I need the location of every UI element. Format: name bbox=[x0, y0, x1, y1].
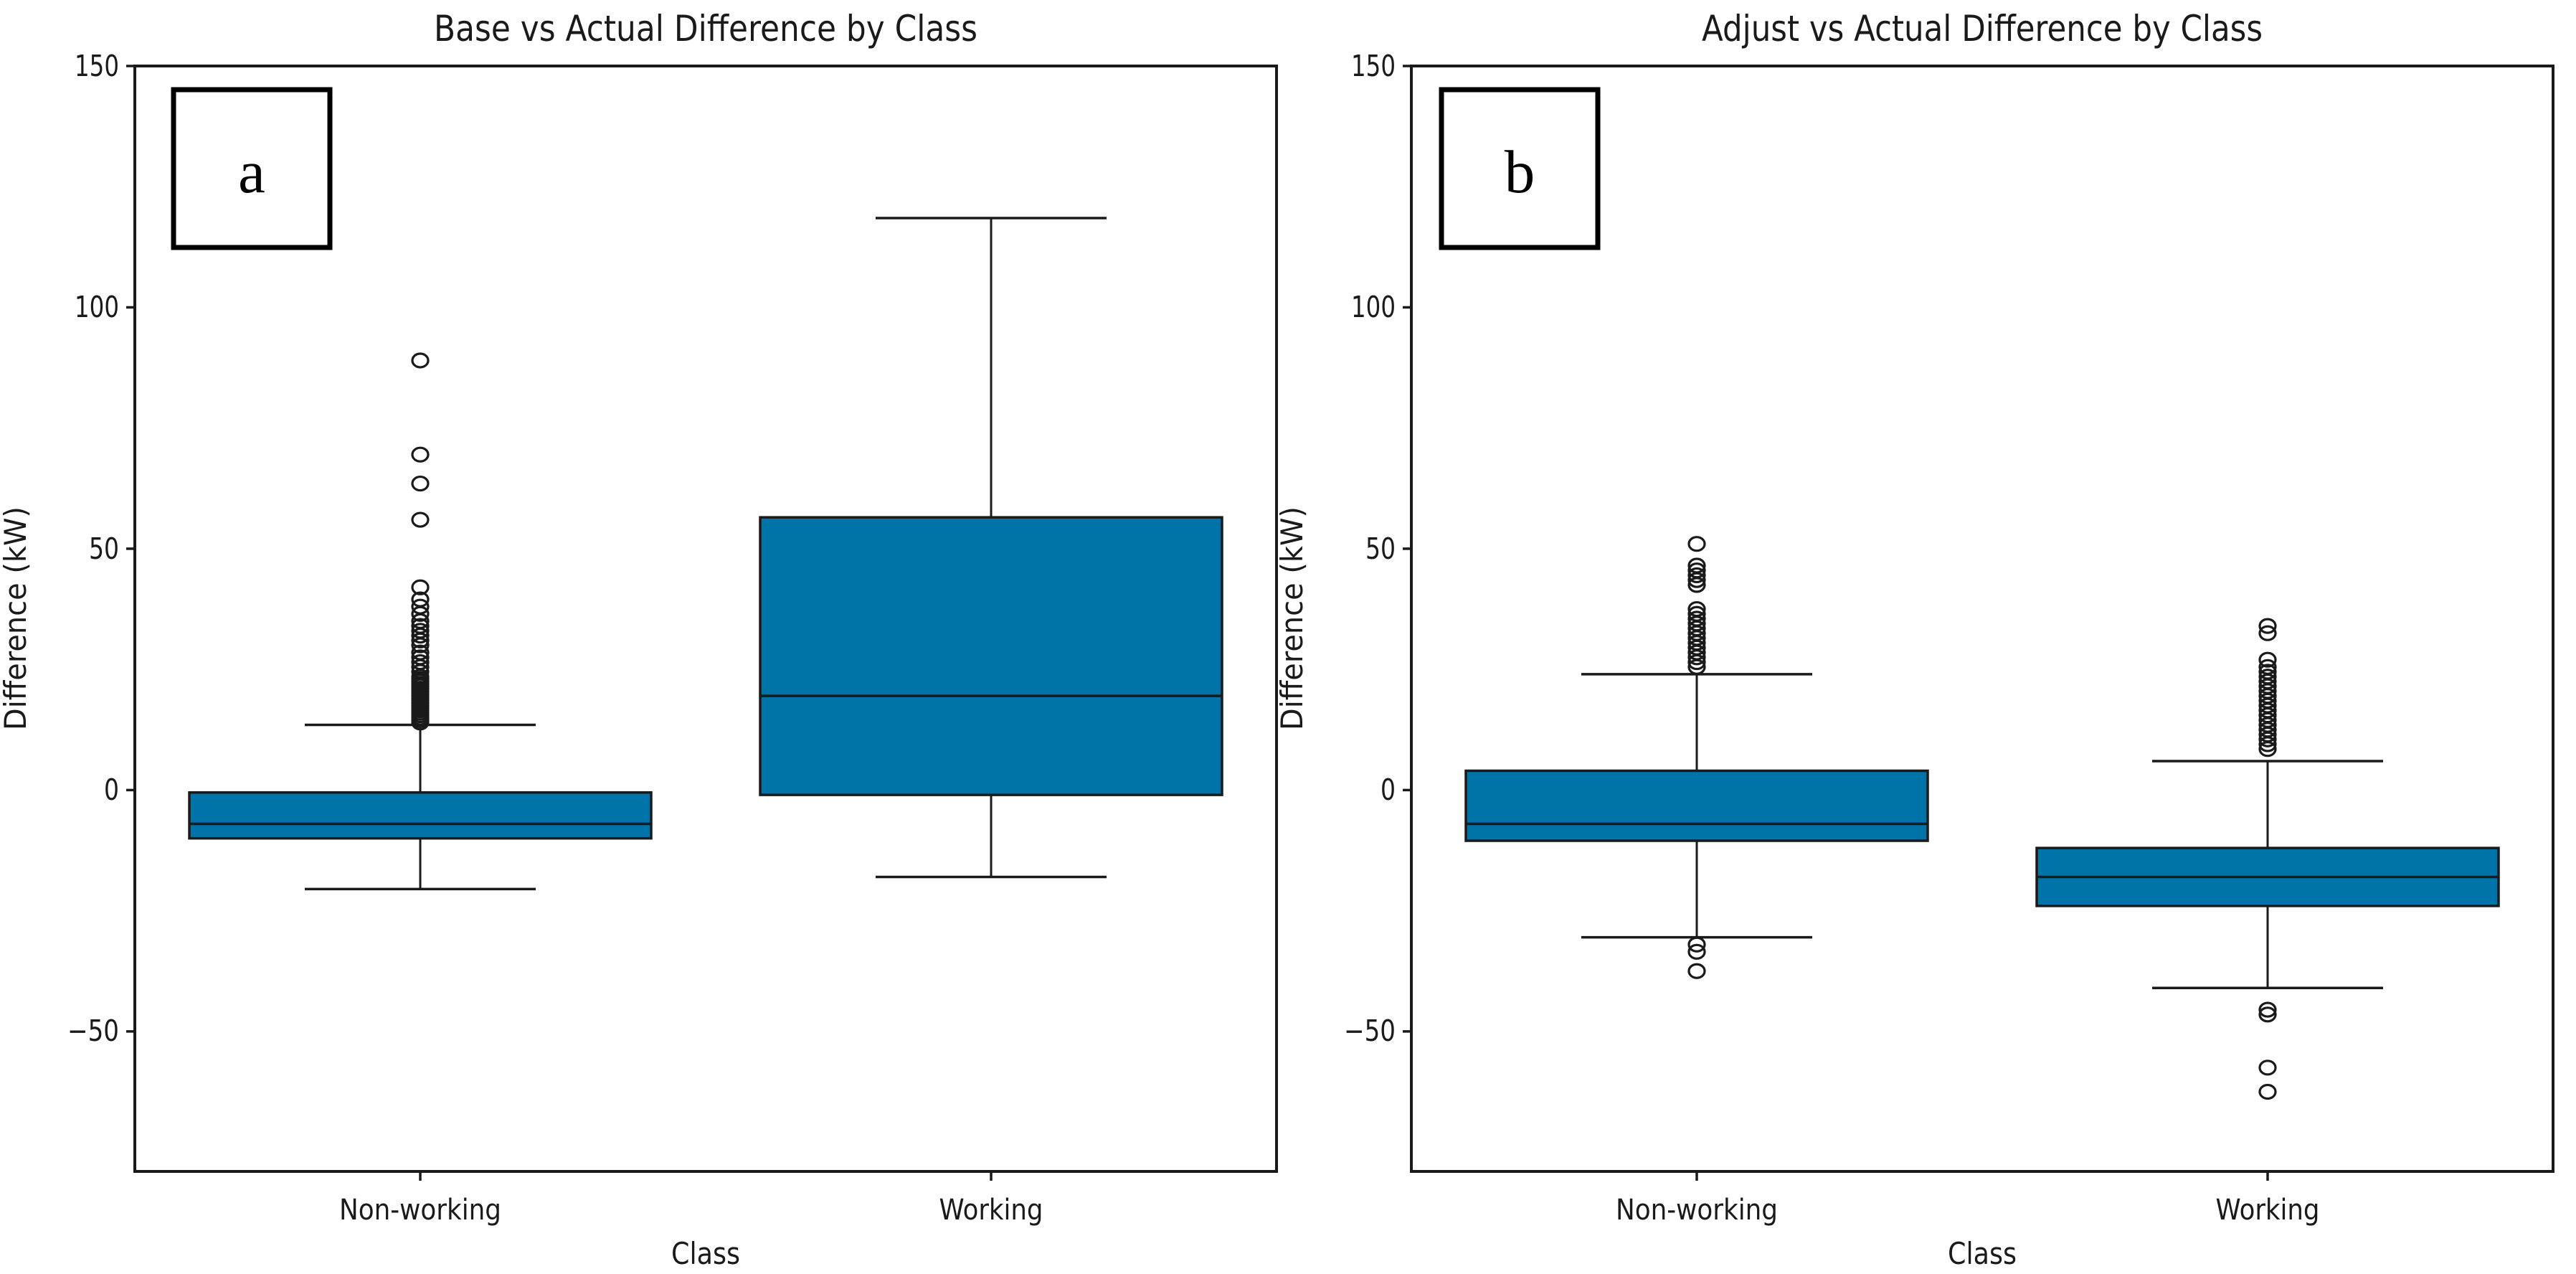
outlier-point bbox=[411, 627, 430, 644]
y-axis-label: Difference (kW) bbox=[0, 506, 33, 730]
box-group bbox=[1464, 536, 2500, 1100]
y-tick-label: 50 bbox=[89, 532, 119, 566]
outlier-point bbox=[1687, 653, 1706, 671]
chart-adjust-vs-actual: Adjust vs Actual Difference by Class Dif… bbox=[1274, 8, 2554, 1271]
plot-area-border bbox=[1410, 65, 2554, 1173]
panel-label: a bbox=[238, 138, 265, 206]
outlier-point bbox=[2258, 651, 2277, 668]
y-tick-label: −50 bbox=[1344, 1014, 1396, 1048]
outlier-point bbox=[411, 475, 430, 492]
iqr-box bbox=[188, 791, 653, 840]
panel-label-box bbox=[1439, 87, 1601, 250]
x-tick-marks bbox=[1695, 1171, 2269, 1181]
outlier-point bbox=[2258, 1083, 2277, 1100]
iqr-box bbox=[1464, 769, 1929, 842]
outlier-point bbox=[411, 637, 430, 653]
y-tick-label: −50 bbox=[67, 1014, 119, 1048]
outlier-point bbox=[411, 446, 430, 463]
y-tick-marks bbox=[126, 65, 135, 1033]
x-category-label: Non-working bbox=[1616, 1194, 1778, 1227]
outlier-point bbox=[1687, 659, 1706, 675]
x-category-label: Working bbox=[2216, 1194, 2320, 1227]
y-tick-label: 150 bbox=[75, 49, 119, 83]
outlier-point bbox=[1687, 943, 1706, 960]
outlier-point bbox=[411, 605, 430, 622]
outlier-point bbox=[2258, 618, 2277, 634]
iqr-box bbox=[759, 516, 1223, 796]
chart-title: Adjust vs Actual Difference by Class bbox=[1702, 8, 2263, 49]
y-axis-label: Difference (kW) bbox=[1274, 506, 1310, 730]
outlier-point bbox=[2258, 731, 2277, 747]
outlier-point bbox=[2258, 1006, 2277, 1023]
outlier-point bbox=[2258, 1001, 2277, 1018]
x-category-label: Working bbox=[939, 1194, 1043, 1227]
panel-label: b bbox=[1505, 138, 1535, 206]
outlier-point bbox=[411, 579, 430, 595]
outlier-point bbox=[1687, 577, 1706, 593]
x-category-label: Non-working bbox=[339, 1194, 501, 1227]
x-tick-marks bbox=[419, 1171, 993, 1181]
y-tick-marks bbox=[1403, 65, 1411, 1033]
outlier-point bbox=[1687, 649, 1706, 666]
outlier-point bbox=[411, 714, 430, 731]
outlier-point bbox=[411, 352, 430, 369]
outlier-point bbox=[2258, 625, 2277, 641]
outlier-point bbox=[411, 632, 430, 648]
chart-title: Base vs Actual Difference by Class bbox=[434, 8, 977, 49]
y-tick-label: 150 bbox=[1351, 49, 1396, 83]
y-tick-label: 50 bbox=[1365, 532, 1396, 566]
plot-area-border bbox=[133, 65, 1278, 1173]
x-axis-label: Class bbox=[671, 1236, 740, 1271]
panel-label-box bbox=[171, 87, 333, 250]
outlier-point bbox=[1687, 572, 1706, 588]
y-tick-label: 100 bbox=[75, 290, 119, 324]
y-tick-label: 100 bbox=[1351, 290, 1396, 324]
outlier-point bbox=[1687, 536, 1706, 552]
outlier-point bbox=[1687, 963, 1706, 979]
box-group bbox=[188, 217, 1223, 891]
chart-base-vs-actual: Base vs Actual Difference by Class Diffe… bbox=[0, 8, 1278, 1271]
x-axis-label: Class bbox=[1948, 1236, 2017, 1271]
y-tick-label: 0 bbox=[104, 773, 119, 807]
outlier-point bbox=[2258, 736, 2277, 752]
outlier-point bbox=[1687, 567, 1706, 584]
outlier-point bbox=[411, 511, 430, 528]
outlier-point bbox=[2258, 1060, 2277, 1076]
outlier-point bbox=[1687, 936, 1706, 953]
outlier-point bbox=[2258, 741, 2277, 758]
y-tick-label: 0 bbox=[1381, 773, 1396, 807]
